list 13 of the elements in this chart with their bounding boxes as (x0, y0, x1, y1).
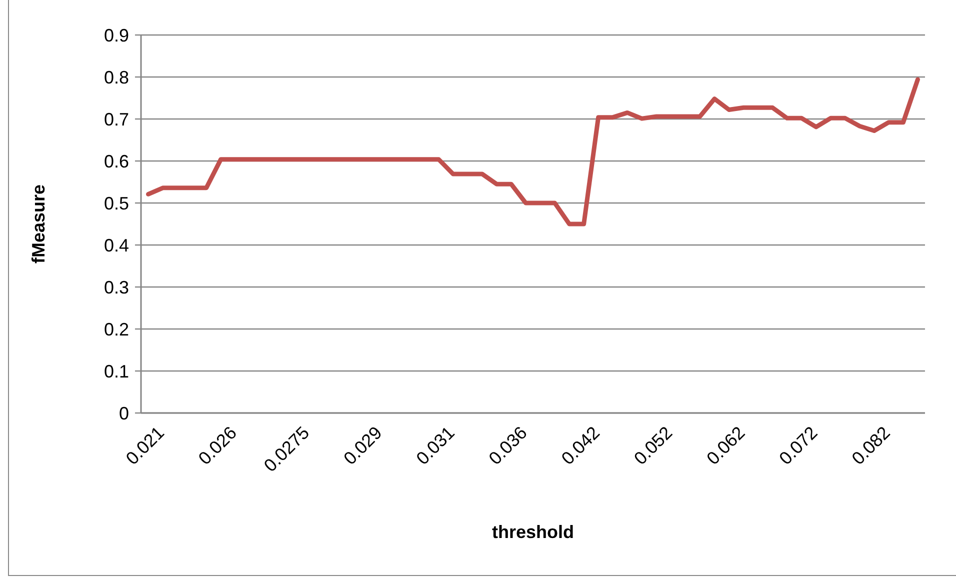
y-tick-label: 0.5 (104, 193, 129, 214)
y-tick-label: 0.8 (104, 67, 129, 88)
y-tick-label: 0.6 (104, 151, 129, 172)
y-tick-label: 0.7 (104, 109, 129, 130)
y-axis-title: fMeasure (28, 184, 48, 264)
y-tick-label: 0.4 (104, 235, 129, 256)
y-tick-label: 0 (118, 403, 129, 424)
y-tick-label: 0.3 (104, 277, 129, 298)
y-tick-label: 0.9 (104, 25, 129, 46)
x-axis-title: threshold (492, 522, 574, 542)
y-tick-label: 0.1 (104, 361, 129, 382)
line-series (146, 77, 920, 226)
y-tick-label: 0.2 (104, 319, 129, 340)
